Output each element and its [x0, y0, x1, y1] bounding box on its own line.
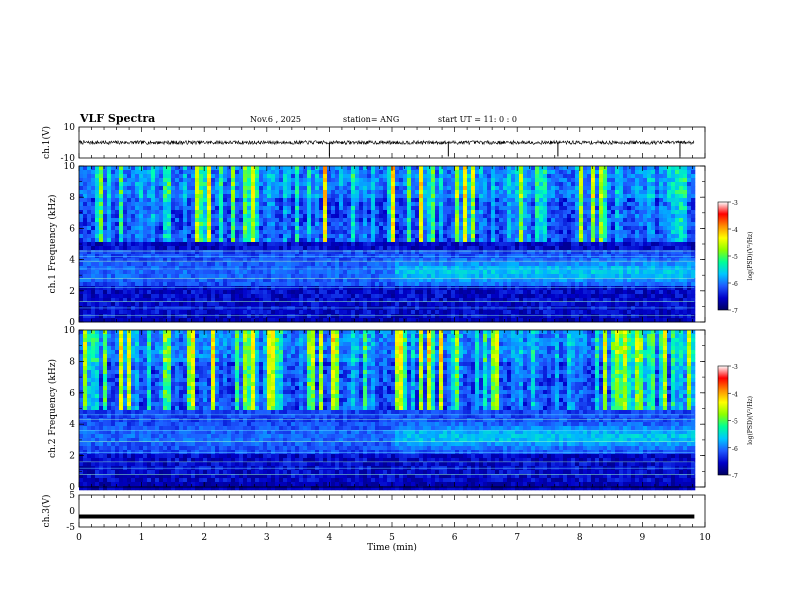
- ch2-spectrogram-ylabel: ch.2 Frequency (kHz): [47, 359, 58, 458]
- ch2-spectrogram-colorbar-tick-4: -7: [732, 473, 738, 480]
- ch1-spectrogram-ytick-5: 10: [64, 162, 76, 172]
- x-tick-6: 6: [452, 533, 458, 543]
- x-tick-2: 2: [201, 533, 207, 543]
- ch2-spectrogram-ytick-0: 0: [69, 483, 75, 493]
- ch1-spectrogram-ytick-0: 0: [69, 318, 75, 328]
- x-axis-label: Time (min): [367, 542, 417, 553]
- ch1-spectrogram-cells: [79, 166, 696, 323]
- ch2-spectrogram-panel: 0 2 4 6 8 10 ch.2 Frequency (kHz) -3 -4 -5 -6 -7 log…: [47, 326, 754, 493]
- ch1-spectrogram-ytick-2: 4: [69, 256, 75, 266]
- ch2-spectrogram-ytick-5: 10: [64, 326, 76, 336]
- ch2-spectrogram-colorbar: -3 -4 -5 -6 -7 log(PSD)(V²/Hz): [717, 364, 754, 480]
- ch1-ylabel: ch.1(V): [41, 126, 52, 159]
- ch2-spectrogram-ytick-3: 6: [69, 389, 75, 399]
- start-ut-label: start UT = 11: 0 : 0: [438, 115, 517, 124]
- ch1-spectrogram-colorbar-tick-2: -5: [732, 254, 738, 261]
- ch1-spectrogram-colorbar-tick-1: -4: [732, 227, 738, 234]
- ch3-ytick-1: 0: [69, 507, 75, 517]
- ch2-spectrogram-ytick-2: 4: [69, 420, 75, 430]
- station-label: station= ANG: [343, 115, 400, 124]
- ch1-spectrogram-ytick-1: 2: [69, 287, 75, 297]
- x-tick-0: 0: [76, 533, 82, 543]
- x-tick-8: 8: [577, 533, 583, 543]
- date-label: Nov.6 , 2025: [250, 115, 302, 124]
- ch1-spectrogram-panel: 0 2 4 6 8 10 ch.1 Frequency (kHz) -3 -4 -5 -6 -7 log…: [47, 162, 754, 328]
- ch1-spectrogram-colorbar-tick-3: -6: [732, 281, 738, 288]
- ch2-spectrogram-colorbar-scale: [717, 365, 729, 476]
- ch1-ytick-min: -10: [61, 154, 76, 164]
- ch1-spectrogram-ytick-4: 8: [69, 193, 75, 203]
- ch2-spectrogram-colorbar-label: log(PSD)(V²/Hz): [747, 396, 754, 445]
- x-tick-3: 3: [264, 533, 270, 543]
- ch3-ylabel: ch.3(V): [41, 495, 52, 528]
- x-tick-1: 1: [139, 533, 145, 543]
- ch1-spectrogram-colorbar: -3 -4 -5 -6 -7 log(PSD)(V²/Hz): [717, 200, 754, 315]
- ch1-spectrogram-ytick-3: 6: [69, 224, 75, 234]
- ch2-spectrogram-colorbar-tick-0: -3: [732, 364, 738, 371]
- x-tick-10: 10: [699, 533, 711, 543]
- ch2-spectrogram-cells: [79, 330, 696, 491]
- ch1-waveform-panel: 10 -10 ch.1(V): [41, 123, 706, 164]
- x-tick-4: 4: [327, 533, 333, 543]
- ch3-ytick-0: 5: [69, 491, 75, 501]
- ch2-spectrogram-ytick-1: 2: [69, 452, 75, 462]
- ch1-spectrogram-ylabel: ch.1 Frequency (kHz): [47, 195, 58, 294]
- x-tick-7: 7: [514, 533, 520, 543]
- ch1-spectrogram-colorbar-tick-0: -3: [732, 200, 738, 207]
- ch3-frame: [78, 494, 706, 528]
- ch1-spectrogram-colorbar-tick-4: -7: [732, 308, 738, 315]
- ch1-waveform-line: [78, 139, 695, 146]
- ch2-spectrogram-colorbar-tick-2: -5: [732, 419, 738, 426]
- ch1-spectrogram-colorbar-scale: [717, 201, 729, 311]
- ch2-spectrogram-colorbar-tick-1: -4: [732, 391, 738, 398]
- ch3-ytick-2: -5: [66, 523, 75, 533]
- x-tick-5: 5: [389, 533, 395, 543]
- ch2-spectrogram-colorbar-tick-3: -6: [732, 446, 738, 453]
- ch2-spectrogram-ytick-4: 8: [69, 357, 75, 367]
- x-tick-9: 9: [640, 533, 646, 543]
- ch1-spectrogram-colorbar-label: log(PSD)(V²/Hz): [747, 232, 754, 281]
- ch1-ytick-max: 10: [64, 123, 76, 133]
- figure-title: VLF Spectra: [80, 112, 156, 125]
